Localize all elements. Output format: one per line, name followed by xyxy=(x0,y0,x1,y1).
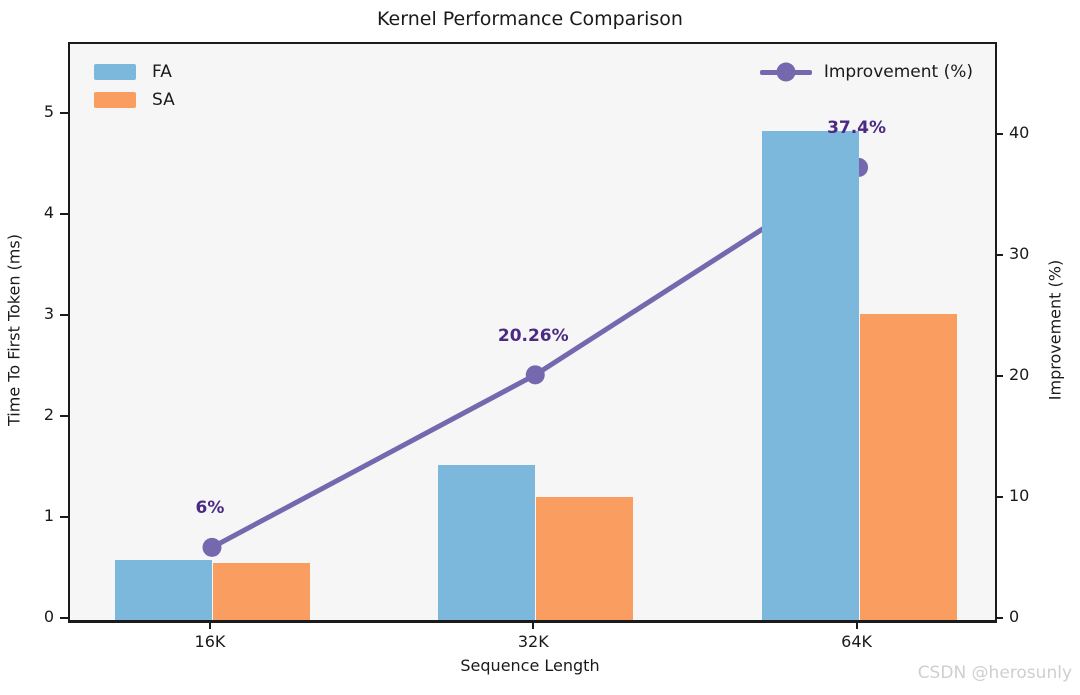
legend-label-fa: FA xyxy=(152,62,172,82)
y-tick-label-right: 0 xyxy=(1009,607,1020,626)
chart-title: Kernel Performance Comparison xyxy=(377,8,683,30)
marker-16K xyxy=(202,537,222,557)
legend-item-sa: SA xyxy=(94,90,175,110)
y-tick-label-left: 4 xyxy=(43,202,54,222)
bar-fa-64K xyxy=(761,130,859,620)
x-tick-label-32K: 32K xyxy=(517,632,549,651)
y-axis-label-right: Improvement (%) xyxy=(1045,259,1065,401)
y-tick-right xyxy=(995,617,1003,619)
y-tick-left xyxy=(60,212,68,215)
bar-sa-32K xyxy=(536,496,634,620)
bar-sa-64K xyxy=(859,313,957,620)
y-tick-right xyxy=(995,495,1003,498)
y-tick-label-right: 10 xyxy=(1009,485,1030,505)
legend-label-improvement: Improvement (%) xyxy=(823,62,973,82)
x-axis-label: Sequence Length xyxy=(460,656,600,675)
y-tick-label-right: 30 xyxy=(1009,243,1030,263)
y-tick-left xyxy=(60,515,68,518)
y-tick-left xyxy=(60,617,68,619)
y-tick-label-left: 2 xyxy=(43,404,54,424)
y-tick-right xyxy=(995,132,1003,135)
y-tick-label-left: 0 xyxy=(43,607,54,626)
legend-bars: FA SA xyxy=(82,52,187,120)
y-tick-left xyxy=(60,414,68,417)
y-tick-label-left: 1 xyxy=(43,505,54,525)
line-marker-icon xyxy=(759,62,812,82)
bar-sa-16K xyxy=(212,563,310,620)
legend-line: Improvement (%) xyxy=(748,52,985,92)
y-tick-label-right: 20 xyxy=(1009,364,1030,384)
plot-area xyxy=(68,42,997,623)
bar-fa-32K xyxy=(438,465,536,620)
watermark: CSDN @herosunly xyxy=(917,663,1072,683)
annotation-16K: 6% xyxy=(195,498,225,519)
circle-marker-icon xyxy=(776,62,796,82)
y-axis-label-left: Time To First Token (ms) xyxy=(4,234,24,426)
y-tick-left xyxy=(60,111,68,114)
annotation-64K: 37.4% xyxy=(827,118,887,139)
legend-item-fa: FA xyxy=(94,62,175,82)
fa-swatch-icon xyxy=(94,64,136,80)
y-tick-label-left: 3 xyxy=(43,303,54,323)
x-tick-16K xyxy=(208,621,211,629)
sa-swatch-icon xyxy=(94,92,136,108)
y-tick-right xyxy=(995,374,1003,377)
annotation-32K: 20.26% xyxy=(497,325,569,346)
marker-32K xyxy=(525,365,545,385)
x-tick-label-16K: 16K xyxy=(194,632,226,651)
x-tick-32K xyxy=(532,621,535,629)
legend-label-sa: SA xyxy=(152,90,175,110)
y-tick-label-left: 5 xyxy=(43,101,54,121)
y-tick-right xyxy=(995,253,1003,256)
x-tick-label-64K: 64K xyxy=(841,632,872,651)
bar-fa-16K xyxy=(114,560,212,620)
y-tick-label-right: 40 xyxy=(1009,122,1030,142)
y-tick-left xyxy=(60,313,68,316)
x-tick-64K xyxy=(855,621,858,629)
